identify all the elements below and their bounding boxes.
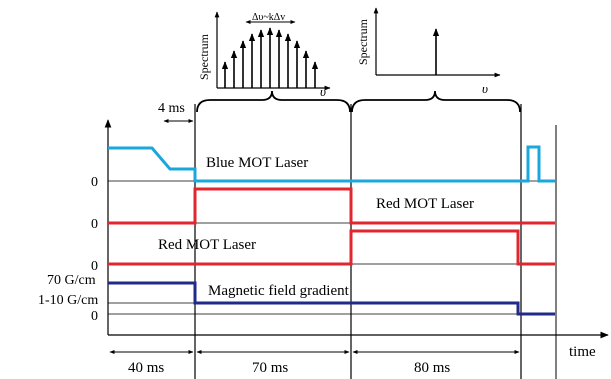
duration-label-70ms: 70 ms xyxy=(252,360,288,376)
single-frequency-spectrum-inset: Spectrum υ xyxy=(356,7,501,96)
brace-70ms xyxy=(196,90,351,113)
field-high-label: 70 G/cm xyxy=(47,273,96,288)
zero-label-blue: 0 xyxy=(91,175,98,190)
zero-label-red-lower: 0 xyxy=(91,259,98,274)
field-low-label: 1-10 G/cm xyxy=(38,293,98,308)
comb-frequency-label: υ xyxy=(320,84,326,99)
blue-mot-label: Blue MOT Laser xyxy=(206,155,308,171)
magnetic-field-label: Magnetic field gradient xyxy=(208,283,350,299)
zero-label-field: 0 xyxy=(91,309,98,324)
red-mot-lower-label: Red MOT Laser xyxy=(158,237,256,253)
red-mot-upper-trace xyxy=(108,187,555,225)
x-axis-label: time xyxy=(569,344,596,360)
duration-label-40ms: 40 ms xyxy=(128,360,164,376)
single-spectrum-axis-label: Spectrum xyxy=(356,18,370,65)
comb-spectrum-axis-label: Spectrum xyxy=(197,33,211,80)
duration-label-80ms: 80 ms xyxy=(414,360,450,376)
blue-mot-trace xyxy=(108,145,555,183)
comb-width-label: Δυ~kΔv xyxy=(252,12,285,23)
zero-label-red-upper: 0 xyxy=(91,217,98,232)
red-mot-upper-label: Red MOT Laser xyxy=(376,196,474,212)
red-mot-lower-trace xyxy=(108,229,555,266)
brace-80ms xyxy=(351,90,521,113)
magnetic-field-trace xyxy=(108,281,555,316)
delay-label: 4 ms xyxy=(158,101,185,116)
single-frequency-label: υ xyxy=(482,81,488,96)
comb-spectrum-inset: Spectrum υ Δυ~kΔv xyxy=(197,11,331,99)
comb-teeth xyxy=(221,27,319,88)
